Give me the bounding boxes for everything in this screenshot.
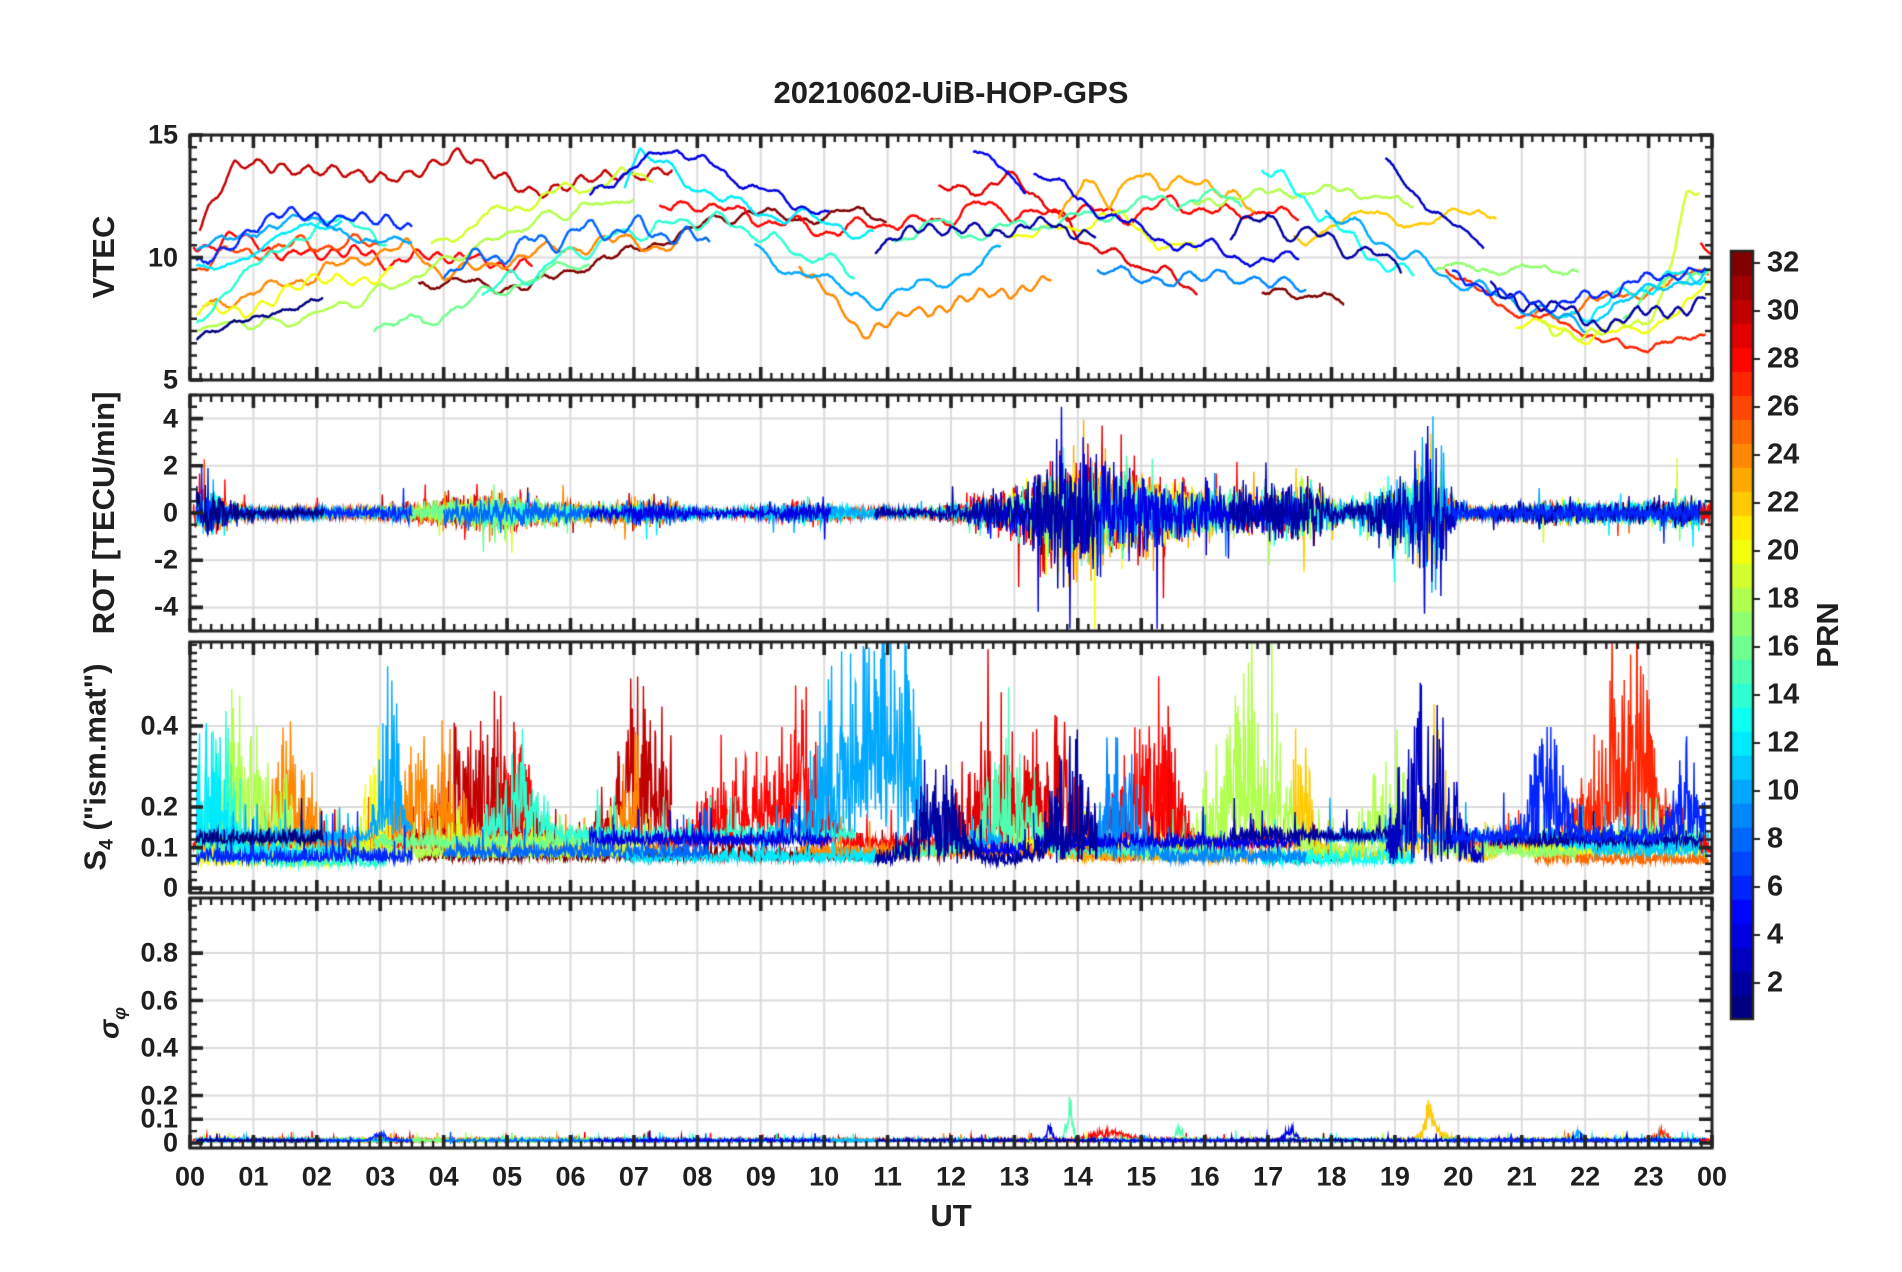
x-tick-label: 04 [428, 1161, 459, 1192]
colorbar-tick-label: 4 [1767, 918, 1784, 951]
x-tick-label: 03 [365, 1161, 396, 1192]
x-tick-label: 14 [1062, 1161, 1093, 1192]
x-tick-label: 06 [555, 1161, 586, 1192]
x-tick-label: 20 [1443, 1161, 1474, 1192]
s4-ytick-label: 0.4 [140, 710, 178, 741]
rot-ytick-label: -2 [153, 544, 178, 575]
vtec-ytick-label: 10 [147, 242, 178, 272]
vtec-ytick-label: 15 [147, 119, 178, 150]
x-tick-label: 15 [1126, 1161, 1157, 1192]
x-tick-label: 21 [1506, 1161, 1537, 1192]
x-tick-label: 07 [618, 1161, 649, 1192]
x-tick-label: 23 [1633, 1161, 1664, 1192]
colorbar-tick-label: 22 [1767, 486, 1800, 519]
colorbar-tick-label: 32 [1767, 246, 1800, 279]
sigma-phi-axis-label: σφ [93, 1007, 130, 1039]
s4-ytick-label: 0 [162, 872, 178, 903]
colorbar-tick-label: 28 [1767, 342, 1800, 375]
colorbar-tick-label: 8 [1767, 822, 1784, 855]
rot-axis-label: ROT [TECU/min] [86, 391, 121, 635]
sigma_phi-ytick-label: 0.2 [140, 1080, 178, 1111]
x-tick-label: 13 [999, 1161, 1030, 1192]
colorbar-tick-label: 18 [1767, 582, 1800, 615]
vtec-ytick-label: 5 [162, 364, 178, 395]
sigma_phi-ytick-label: 0.8 [140, 937, 178, 968]
x-tick-label: 22 [1570, 1161, 1601, 1192]
colorbar-label: PRN [1810, 602, 1845, 668]
x-axis-label: UT [930, 1198, 972, 1233]
colorbar-tick-label: 26 [1767, 390, 1800, 423]
x-tick-label: 19 [1379, 1161, 1410, 1192]
colorbar-tick-label: 20 [1767, 534, 1800, 567]
rot-ytick-label: -4 [153, 591, 178, 622]
x-tick-label: 00 [1696, 1161, 1728, 1192]
colorbar-tick-label: 2 [1767, 966, 1784, 999]
colorbar-tick-label: 10 [1767, 774, 1800, 807]
sigma_phi-ytick-label: 0.4 [140, 1032, 178, 1063]
x-tick-label: 16 [1189, 1161, 1220, 1192]
sigma_phi-ytick-label: 0.6 [140, 985, 178, 1016]
x-tick-label: 17 [1253, 1161, 1284, 1192]
sigma_phi-ytick-label: 0.1 [140, 1103, 178, 1134]
vtec-axis-label: VTEC [86, 215, 121, 299]
x-tick-label: 12 [935, 1161, 967, 1192]
x-tick-label: 09 [745, 1161, 776, 1192]
x-tick-label: 10 [809, 1161, 840, 1192]
rot-ytick-label: 0 [162, 497, 178, 528]
plot-title: 20210602-UiB-HOP-GPS [773, 75, 1129, 110]
x-tick-label: 05 [492, 1161, 523, 1192]
colorbar-tick-label: 6 [1767, 870, 1784, 903]
x-tick-label: 08 [682, 1161, 713, 1192]
sigma_phi-ytick-label: 0 [162, 1127, 178, 1158]
x-tick-label: 00 [174, 1161, 206, 1192]
rot-ytick-label: 4 [162, 403, 178, 434]
colorbar-tick-label: 24 [1767, 438, 1800, 471]
colorbar-tick-label: 14 [1767, 678, 1800, 711]
s4-ytick-label: 0.1 [140, 832, 178, 863]
colorbar-tick-label: 16 [1767, 630, 1800, 663]
s4-axis-label: S4 ("ism.mat") [77, 663, 118, 871]
x-tick-label: 11 [873, 1161, 902, 1192]
x-tick-label: 02 [301, 1161, 332, 1192]
x-tick-label: 01 [238, 1161, 269, 1192]
s4-ytick-label: 0.2 [140, 791, 178, 822]
colorbar-tick-label: 30 [1767, 294, 1800, 327]
colorbar-tick-label: 12 [1767, 726, 1800, 759]
x-tick-label: 18 [1316, 1161, 1347, 1192]
rot-ytick-label: 2 [162, 450, 178, 481]
